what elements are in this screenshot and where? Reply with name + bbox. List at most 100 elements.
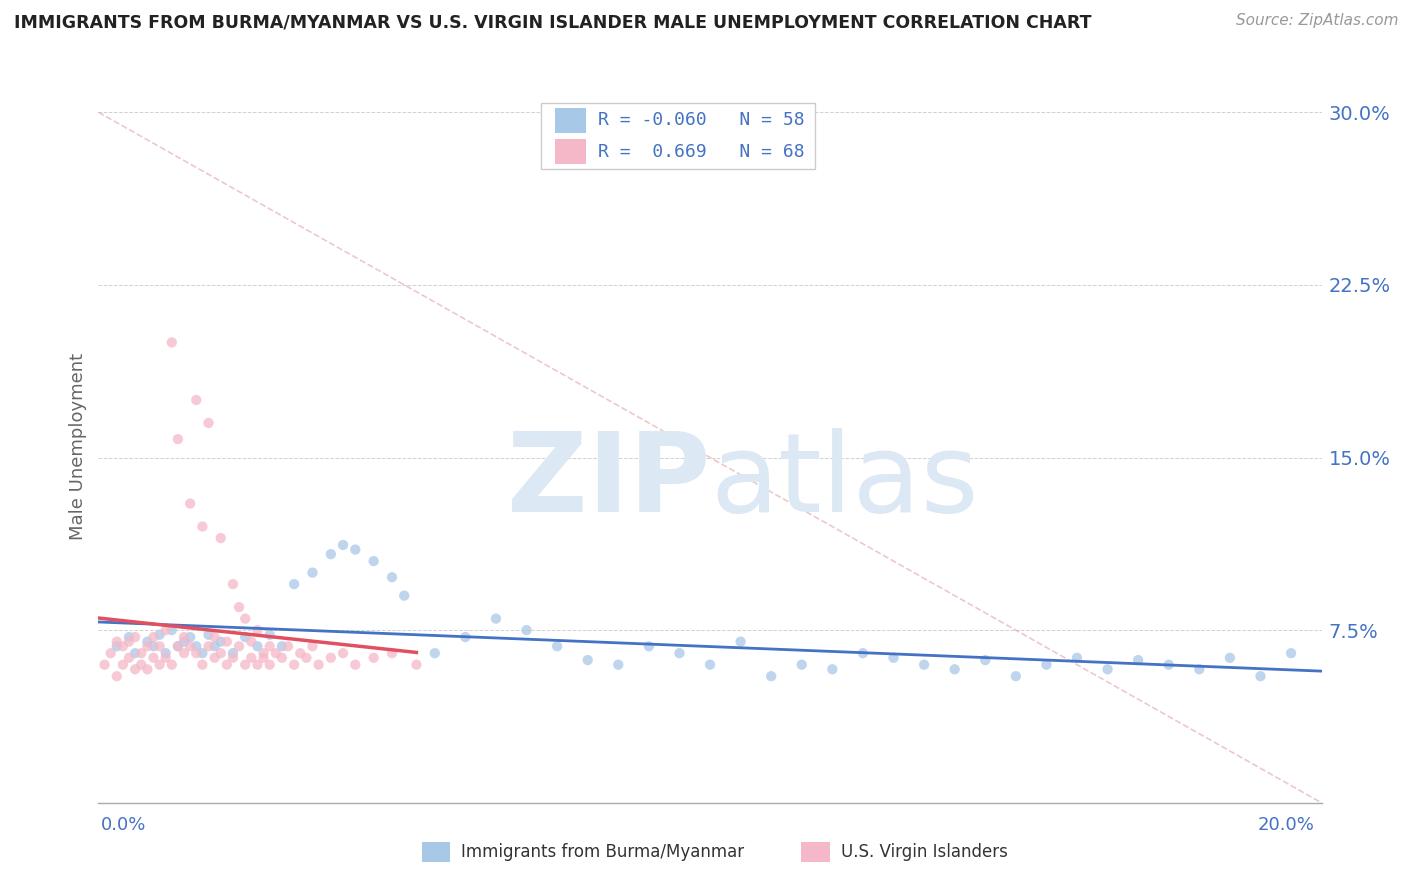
Text: ZIP: ZIP bbox=[506, 428, 710, 535]
Point bbox=[1004, 669, 1026, 683]
Point bbox=[283, 577, 305, 591]
Y-axis label: Male Unemployment: Male Unemployment bbox=[69, 352, 87, 540]
Point bbox=[149, 628, 172, 642]
Point bbox=[197, 416, 219, 430]
Point bbox=[1279, 646, 1302, 660]
Point bbox=[149, 640, 172, 654]
Point bbox=[1035, 657, 1057, 672]
Point bbox=[974, 653, 997, 667]
Point bbox=[142, 630, 165, 644]
Point bbox=[100, 646, 122, 660]
Text: 0.0%: 0.0% bbox=[101, 816, 146, 834]
Point bbox=[186, 646, 208, 660]
Point bbox=[319, 547, 342, 561]
Point bbox=[149, 657, 172, 672]
Text: R =  0.669   N = 68: R = 0.669 N = 68 bbox=[598, 143, 804, 161]
Point bbox=[883, 650, 905, 665]
Point bbox=[270, 650, 292, 665]
Point bbox=[332, 646, 354, 660]
Point bbox=[344, 657, 367, 672]
Point bbox=[204, 640, 226, 654]
Point bbox=[179, 640, 201, 654]
Point bbox=[173, 630, 195, 644]
Point bbox=[124, 662, 146, 676]
Point bbox=[576, 653, 599, 667]
Point bbox=[912, 657, 935, 672]
Point bbox=[308, 657, 330, 672]
Point bbox=[118, 630, 141, 644]
Point bbox=[546, 640, 568, 654]
Point bbox=[699, 657, 721, 672]
Point bbox=[136, 634, 159, 648]
Point bbox=[160, 623, 183, 637]
Point bbox=[197, 628, 219, 642]
Point bbox=[204, 630, 226, 644]
Point bbox=[105, 669, 128, 683]
Point bbox=[1219, 650, 1241, 665]
Point bbox=[607, 657, 630, 672]
Point bbox=[222, 577, 245, 591]
Text: U.S. Virgin Islanders: U.S. Virgin Islanders bbox=[841, 843, 1008, 861]
Text: 20.0%: 20.0% bbox=[1258, 816, 1315, 834]
Point bbox=[516, 623, 538, 637]
Point bbox=[1066, 650, 1088, 665]
Point bbox=[252, 650, 274, 665]
Point bbox=[209, 531, 232, 545]
Point bbox=[270, 640, 292, 654]
Point bbox=[240, 634, 263, 648]
Point bbox=[246, 623, 269, 637]
Point bbox=[215, 634, 238, 648]
Point bbox=[215, 657, 238, 672]
Point bbox=[142, 650, 165, 665]
Point bbox=[246, 657, 269, 672]
Point bbox=[173, 646, 195, 660]
Point bbox=[1188, 662, 1211, 676]
Point bbox=[252, 646, 274, 660]
Point bbox=[93, 657, 115, 672]
Point bbox=[197, 640, 219, 654]
Point bbox=[730, 634, 752, 648]
Point bbox=[118, 634, 141, 648]
Point bbox=[233, 630, 256, 644]
Point bbox=[160, 657, 183, 672]
Point bbox=[129, 646, 152, 660]
Point bbox=[381, 646, 404, 660]
Point bbox=[124, 646, 146, 660]
Point bbox=[155, 623, 177, 637]
Point bbox=[186, 640, 208, 654]
Text: atlas: atlas bbox=[710, 428, 979, 535]
Point bbox=[381, 570, 404, 584]
Point bbox=[454, 630, 477, 644]
Point bbox=[301, 566, 323, 580]
Point bbox=[290, 646, 312, 660]
Point bbox=[246, 640, 269, 654]
Point bbox=[240, 650, 263, 665]
Point bbox=[233, 657, 256, 672]
Point bbox=[155, 646, 177, 660]
Point bbox=[167, 432, 190, 446]
Point bbox=[155, 650, 177, 665]
Point bbox=[295, 650, 318, 665]
Point bbox=[209, 634, 232, 648]
Point bbox=[222, 646, 245, 660]
Point bbox=[363, 650, 385, 665]
Point bbox=[332, 538, 354, 552]
Point bbox=[179, 497, 201, 511]
Point bbox=[277, 640, 299, 654]
Point bbox=[191, 646, 214, 660]
Point bbox=[142, 640, 165, 654]
Point bbox=[264, 646, 287, 660]
Point bbox=[179, 630, 201, 644]
Point bbox=[129, 657, 152, 672]
Point bbox=[228, 640, 250, 654]
Point bbox=[821, 662, 844, 676]
Point bbox=[344, 542, 367, 557]
Point bbox=[259, 640, 281, 654]
Point bbox=[209, 646, 232, 660]
Point bbox=[111, 640, 134, 654]
Point bbox=[1249, 669, 1271, 683]
Point bbox=[186, 392, 208, 407]
Point bbox=[167, 640, 190, 654]
Point bbox=[136, 640, 159, 654]
Point bbox=[485, 612, 508, 626]
